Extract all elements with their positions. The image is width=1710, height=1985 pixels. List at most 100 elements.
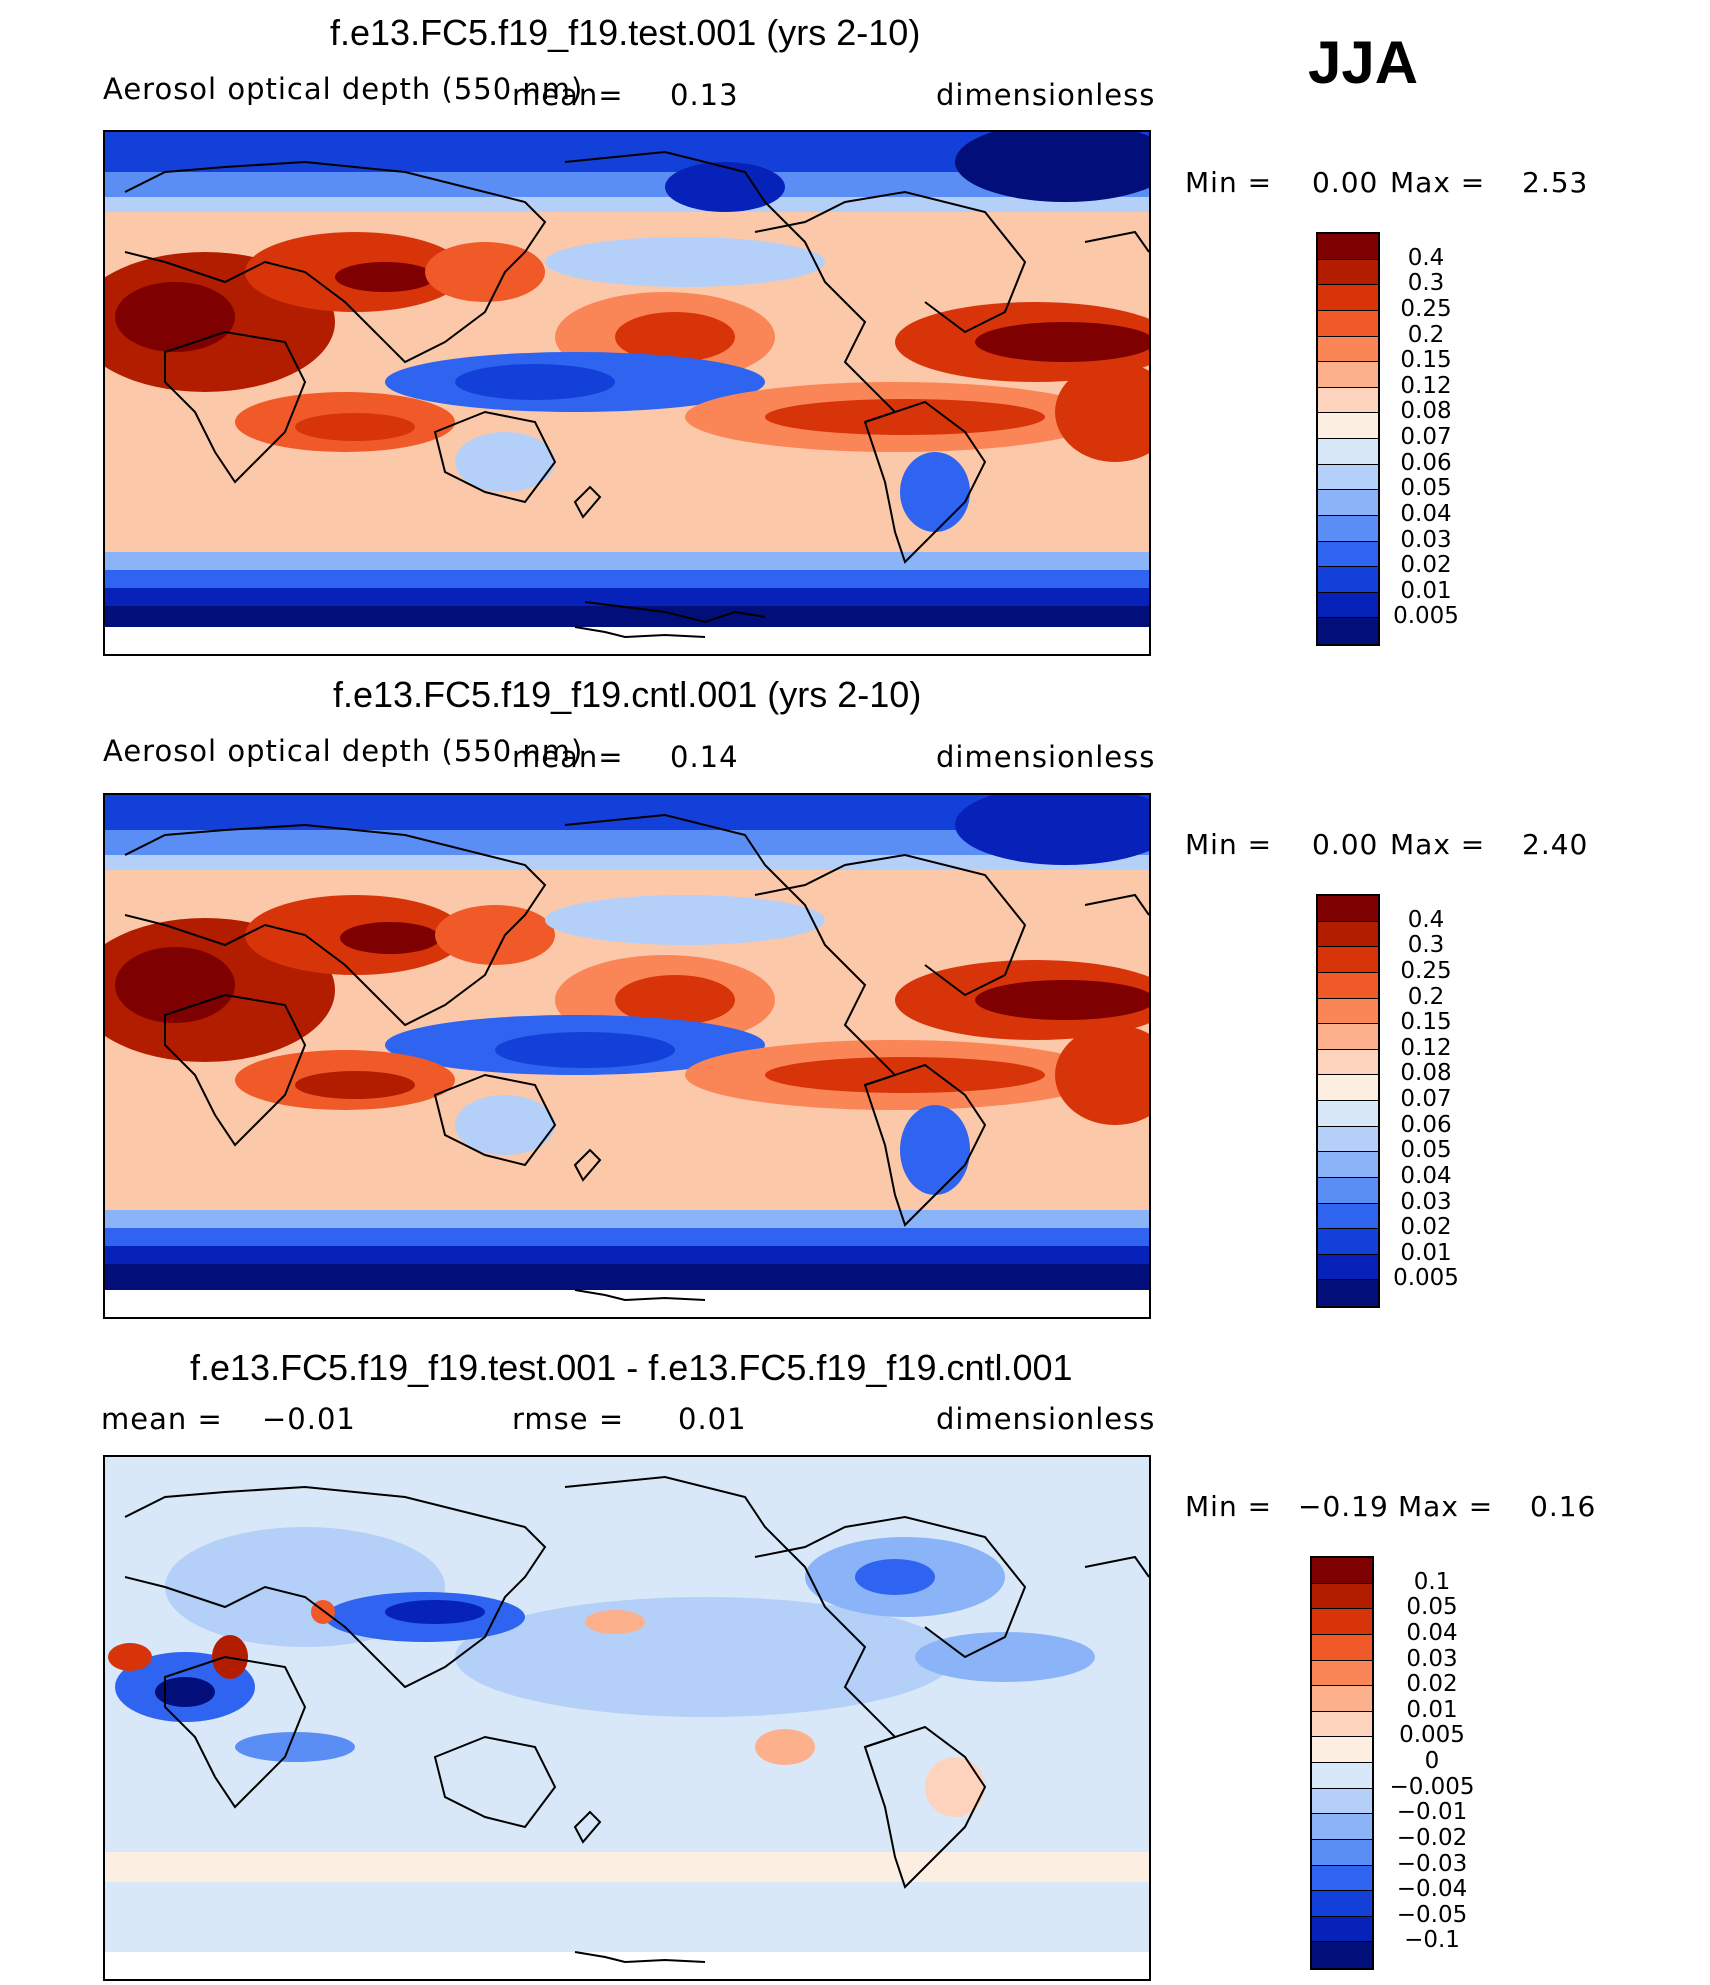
colorbar-segment — [1312, 1839, 1372, 1866]
colorbar-segment — [1318, 1049, 1378, 1076]
colorbar-segment — [1312, 1711, 1372, 1738]
panel1-max-label: Max = — [1390, 166, 1486, 199]
colorbar-segment — [1312, 1609, 1372, 1635]
colorbar-tick-label: 0.01 — [1400, 1239, 1452, 1266]
colorbar-segment — [1318, 1024, 1378, 1050]
panel3-map — [103, 1455, 1151, 1981]
colorbar-tick-label: 0.06 — [1400, 449, 1452, 476]
colorbar-tick-label: 0.01 — [1406, 1696, 1458, 1723]
colorbar-segment — [1312, 1763, 1372, 1789]
colorbar-tick-label: 0.05 — [1400, 475, 1452, 502]
colorbar-segment — [1318, 1203, 1378, 1230]
colorbar-segment — [1318, 515, 1378, 542]
panel2-max-value: 2.40 — [1522, 828, 1589, 861]
colorbar-tick-label: 0.12 — [1400, 372, 1452, 399]
colorbar-segment — [1312, 1814, 1372, 1840]
colorbar-tick-label: 0.4 — [1407, 244, 1445, 271]
colorbar-tick-label: 0.12 — [1400, 1034, 1452, 1061]
panel1-units: dimensionless — [936, 78, 1156, 112]
colorbar-segment — [1318, 1229, 1378, 1255]
colorbar-segment — [1318, 1101, 1378, 1127]
colorbar-tick-label: −0.1 — [1404, 1927, 1460, 1954]
colorbar-tick-label: 0.3 — [1407, 270, 1445, 297]
colorbar-tick-label: 0.2 — [1407, 983, 1445, 1010]
colorbar-segment — [1312, 1583, 1372, 1610]
panel2-units: dimensionless — [936, 740, 1156, 774]
colorbar-tick-label: 0.05 — [1400, 1137, 1452, 1164]
colorbar-tick-label: 0.03 — [1406, 1645, 1458, 1672]
panel2-min-value: 0.00 — [1312, 828, 1379, 861]
colorbar-segment — [1318, 541, 1378, 568]
colorbar-segment — [1318, 1126, 1378, 1153]
panel3-min-label: Min = — [1185, 1490, 1273, 1523]
panel1-variable: Aerosol optical depth (550 nm) — [103, 72, 584, 106]
colorbar-tick-label: 0 — [1424, 1748, 1440, 1774]
colorbar-tick-label: −0.03 — [1396, 1850, 1468, 1877]
panel1-title: f.e13.FC5.f19_f19.test.001 (yrs 2-10) — [330, 12, 921, 53]
panel2-map — [103, 793, 1151, 1319]
panel3-max-value: 0.16 — [1530, 1490, 1597, 1523]
colorbar-tick-label: −0.05 — [1396, 1901, 1468, 1928]
colorbar-tick-label: 0.07 — [1400, 424, 1452, 450]
colorbar-tick-label: 0.005 — [1399, 1722, 1465, 1749]
colorbar-segment — [1318, 1177, 1378, 1204]
colorbar-tick-label: 0.04 — [1400, 500, 1452, 527]
panel3-colorbar — [1310, 1556, 1374, 1970]
panel3-mean-label: mean = — [101, 1402, 223, 1436]
colorbar-segment — [1318, 1152, 1378, 1178]
colorbar-segment — [1312, 1634, 1372, 1661]
colorbar-tick-label: 0.005 — [1393, 603, 1459, 630]
colorbar-tick-label: 0.25 — [1400, 957, 1452, 984]
colorbar-tick-label: 0.25 — [1400, 295, 1452, 322]
colorbar-segment — [1318, 336, 1378, 363]
colorbar-segment — [1318, 1280, 1378, 1306]
panel3-colorbar-labels: 0.1 0.05 0.04 0.03 0.02 0.01 0.005 0 −0.005 −0.01… — [1382, 1556, 1482, 1966]
panel3-title: f.e13.FC5.f19_f19.test.001 - f.e13.FC5.f… — [190, 1347, 1073, 1388]
colorbar-segment — [1318, 387, 1378, 414]
panel1-map — [103, 130, 1151, 656]
colorbar-segment — [1318, 439, 1378, 465]
panel3-units: dimensionless — [936, 1402, 1156, 1436]
panel3-rmse-label: rmse = — [512, 1402, 625, 1436]
panel2-variable: Aerosol optical depth (550 nm) — [103, 734, 584, 768]
colorbar-tick-label: −0.01 — [1396, 1799, 1468, 1826]
panel1-colorbar — [1316, 232, 1380, 646]
colorbar-segment — [1312, 1660, 1372, 1687]
panel1-colorbar-labels: 0.4 0.3 0.25 0.2 0.15 0.12 0.08 0.07 0.06 0.05 0.0… — [1376, 232, 1476, 642]
panel2-colorbar-labels: 0.4 0.3 0.25 0.2 0.15 0.12 0.08 0.07 0.06 0.05 0.0… — [1376, 894, 1476, 1304]
panel3-mean-value: −0.01 — [262, 1402, 356, 1436]
colorbar-segment — [1312, 1865, 1372, 1892]
colorbar-tick-label: 0.08 — [1400, 1060, 1452, 1087]
colorbar-segment — [1312, 1916, 1372, 1943]
colorbar-tick-label: −0.04 — [1396, 1876, 1468, 1903]
colorbar-tick-label: 0.02 — [1400, 552, 1452, 579]
colorbar-segment — [1318, 490, 1378, 516]
panel2-mean-value: 0.14 — [670, 740, 739, 774]
colorbar-segment — [1318, 998, 1378, 1025]
panel1-mean-value: 0.13 — [670, 78, 739, 112]
colorbar-segment — [1318, 947, 1378, 973]
panel1-max-value: 2.53 — [1522, 166, 1589, 199]
colorbar-tick-label: 0.4 — [1407, 906, 1445, 933]
colorbar-segment — [1318, 362, 1378, 388]
colorbar-segment — [1312, 1737, 1372, 1763]
panel1-min-value: 0.00 — [1312, 166, 1379, 199]
panel3-min-value: −0.19 — [1298, 1490, 1389, 1523]
colorbar-tick-label: 0.02 — [1406, 1671, 1458, 1698]
colorbar-tick-label: 0.05 — [1406, 1594, 1458, 1621]
colorbar-tick-label: 0.15 — [1400, 1009, 1452, 1036]
colorbar-segment — [1312, 1788, 1372, 1815]
season-label: JJA — [1308, 29, 1419, 96]
colorbar-segment — [1318, 464, 1378, 491]
panel2-min-label: Min = — [1185, 828, 1273, 861]
colorbar-tick-label: 0.005 — [1393, 1265, 1459, 1292]
colorbar-segment — [1318, 413, 1378, 439]
panel2-mean-label: mean= — [512, 740, 624, 774]
colorbar-tick-label: 0.04 — [1400, 1162, 1452, 1189]
colorbar-tick-label: 0.08 — [1400, 398, 1452, 425]
colorbar-tick-label: 0.1 — [1413, 1568, 1451, 1595]
colorbar-segment — [1318, 310, 1378, 337]
colorbar-tick-label: 0.04 — [1406, 1619, 1458, 1646]
colorbar-segment — [1318, 618, 1378, 644]
colorbar-segment — [1312, 1942, 1372, 1968]
